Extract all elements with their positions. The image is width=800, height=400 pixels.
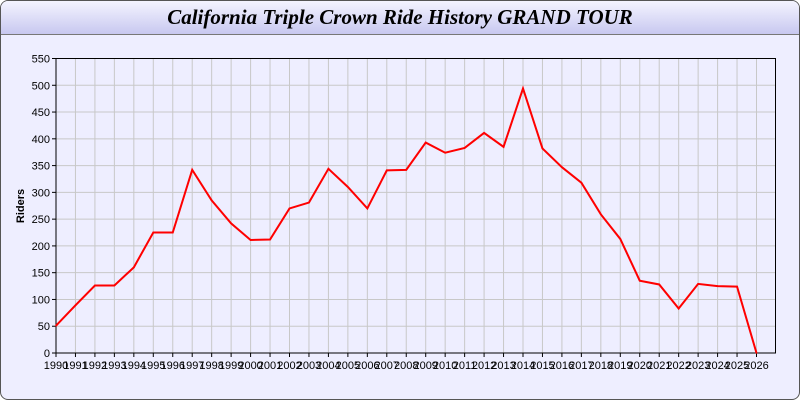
y-tick-label: 150 [32, 268, 50, 280]
x-tick-label: 1994 [122, 360, 146, 372]
data-point [269, 238, 271, 241]
x-tick-label: 2014 [511, 360, 535, 372]
grid [55, 58, 776, 354]
x-tick-label: 2002 [277, 360, 301, 372]
y-tick-label: 0 [44, 348, 50, 360]
y-tick-label: 100 [32, 294, 50, 306]
x-tick-label: 2013 [491, 360, 515, 372]
x-tick-label: 1998 [199, 360, 223, 372]
data-point [638, 279, 641, 282]
data-point [133, 266, 135, 269]
x-tick-label: 2007 [375, 360, 399, 372]
data-point [230, 222, 232, 225]
x-tick-label: 1997 [180, 360, 204, 372]
x-tick-label: 2011 [453, 360, 477, 372]
x-tick-label: 2025 [725, 360, 749, 372]
x-tick-label: 1991 [63, 360, 87, 372]
y-tick-label: 400 [32, 134, 50, 146]
x-tick-label: 2023 [686, 360, 710, 372]
data-point [191, 169, 194, 171]
x-tick-label: 1992 [83, 360, 107, 372]
x-tick-label: 2003 [297, 360, 321, 372]
data-point [483, 132, 485, 134]
x-tick-label: 2024 [705, 360, 729, 372]
data-point [74, 304, 77, 307]
y-tick-label: 300 [32, 187, 50, 199]
y-tick-label: 50 [38, 321, 50, 333]
x-tick-label: 2005 [336, 360, 360, 372]
x-ticks: 1990199119921993199419951996199719981999… [44, 353, 769, 372]
x-tick-label: 2016 [550, 360, 574, 372]
data-point [113, 284, 116, 287]
data-point [308, 201, 310, 204]
data-point [736, 285, 738, 288]
data-point [658, 283, 661, 286]
data-point [444, 151, 446, 154]
x-tick-label: 2008 [394, 360, 418, 372]
data-point [327, 168, 330, 170]
x-tick-label: 1993 [102, 360, 126, 372]
y-tick-label: 250 [32, 214, 50, 226]
data-point [716, 285, 719, 287]
x-tick-label: 2021 [647, 360, 671, 372]
data-point [171, 231, 174, 234]
data-point [677, 307, 680, 310]
data-point [288, 207, 291, 210]
x-tick-label: 2006 [355, 360, 379, 372]
data-point [424, 141, 427, 144]
y-tick-label: 200 [32, 241, 50, 253]
data-point [210, 199, 213, 202]
x-tick-label: 2018 [589, 360, 613, 372]
data-point [249, 239, 252, 241]
data-point [94, 284, 96, 287]
x-tick-label: 1996 [161, 360, 185, 372]
x-tick-label: 2009 [413, 360, 437, 372]
data-point [502, 146, 505, 148]
x-tick-label: 2001 [258, 360, 282, 372]
chart-title: California Triple Crown Ride History GRA… [167, 5, 633, 29]
x-tick-label: 2010 [433, 360, 457, 372]
data-point [522, 87, 524, 90]
data-point [366, 207, 369, 210]
x-tick-label: 1999 [219, 360, 243, 372]
x-tick-label: 2022 [666, 360, 690, 372]
data-point [152, 231, 155, 234]
y-tick-label: 350 [32, 161, 50, 173]
y-tick-label: 550 [32, 54, 50, 66]
title-bar: California Triple Crown Ride History GRA… [1, 1, 799, 35]
data-point [463, 147, 466, 149]
data-point [541, 147, 544, 150]
series [55, 85, 758, 354]
data-point [755, 352, 758, 354]
y-axis-label: Riders [15, 189, 27, 223]
y-tick-label: 450 [32, 107, 50, 119]
x-tick-label: 2017 [569, 360, 593, 372]
x-tick-label: 2004 [316, 360, 340, 372]
x-tick-label: 2012 [472, 360, 496, 372]
data-point [405, 169, 408, 171]
data-point [55, 324, 57, 327]
data-point [561, 166, 563, 168]
data-point [580, 181, 583, 184]
x-tick-label: 2019 [608, 360, 632, 372]
x-tick-label: 2000 [238, 360, 262, 372]
data-point [600, 213, 602, 216]
y-tick-label: 500 [32, 80, 50, 92]
plot-border [55, 58, 776, 354]
x-tick-label: 2026 [744, 360, 768, 372]
x-tick-label: 2015 [530, 360, 554, 372]
x-tick-label: 2020 [628, 360, 652, 372]
data-point [697, 283, 699, 285]
x-tick-label: 1990 [44, 360, 68, 372]
data-point [385, 169, 388, 172]
y-ticks: 0 50 100 150 200 250 300 350 400 450 500 550 [32, 54, 56, 360]
data-point [347, 186, 349, 188]
x-tick-label: 1995 [141, 360, 165, 372]
data-point [619, 238, 622, 240]
